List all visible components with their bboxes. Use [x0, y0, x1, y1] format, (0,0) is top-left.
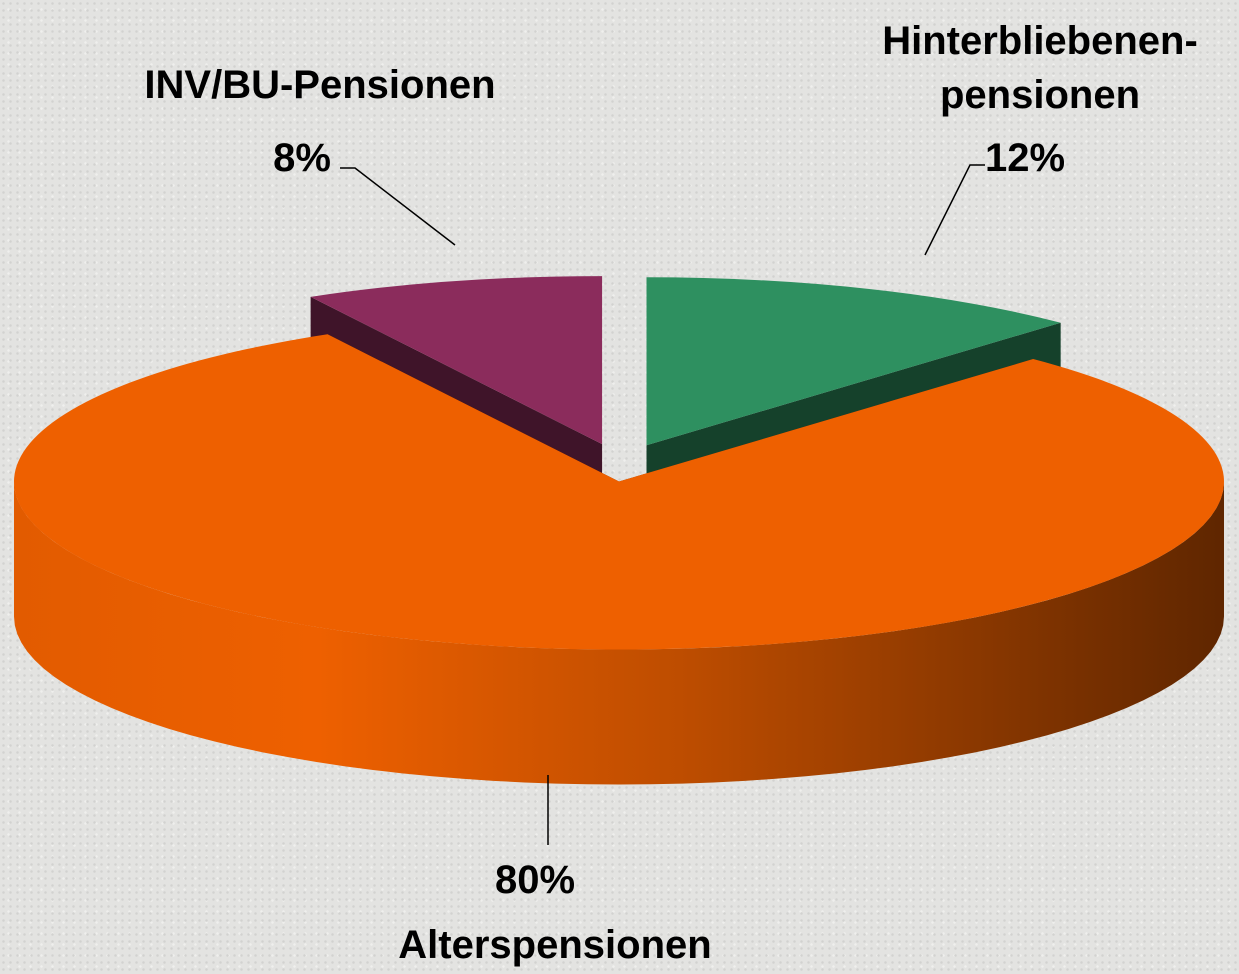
value-label: 8% [273, 136, 331, 180]
slice [13, 334, 1224, 785]
slice-top [13, 334, 1224, 650]
leader-line [340, 167, 456, 246]
value-label: 80% [494, 858, 576, 902]
category-label: Alterspensionen [398, 923, 712, 967]
category-label: Hinterbliebenen- pensionen [882, 19, 1198, 117]
slice-side [13, 481, 1224, 785]
slice-top [646, 277, 1061, 446]
leader-line [924, 164, 985, 256]
slice-top [310, 276, 603, 445]
category-label: INV/BU-Pensionen [144, 63, 496, 107]
value-label: 12% [984, 136, 1066, 180]
